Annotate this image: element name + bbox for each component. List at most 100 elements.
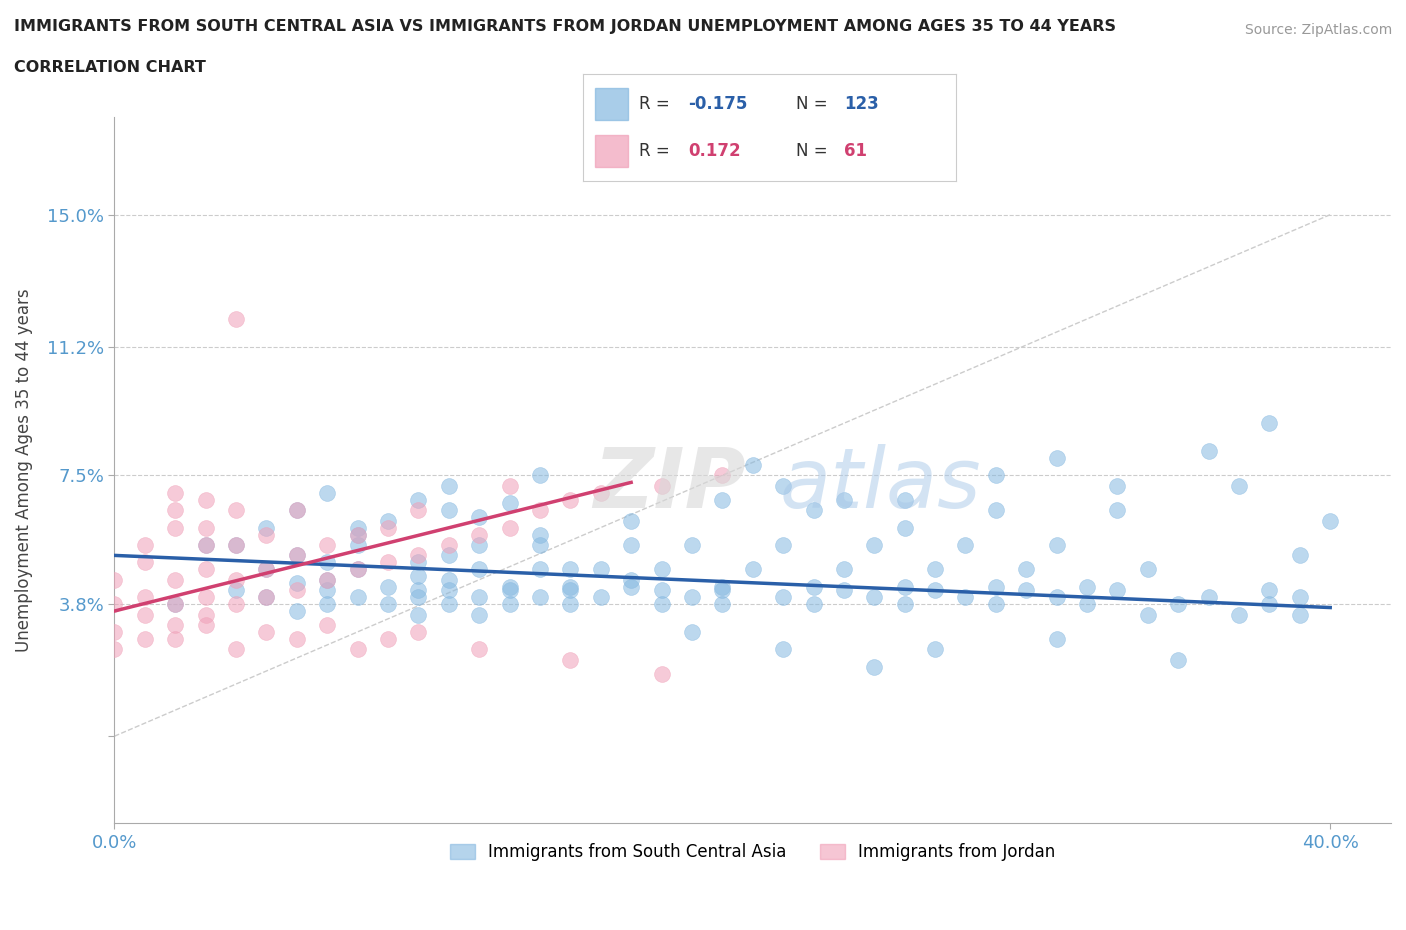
Point bbox=[346, 527, 368, 542]
Point bbox=[468, 590, 491, 604]
Point bbox=[285, 583, 308, 598]
Point bbox=[529, 562, 551, 577]
Point bbox=[1107, 583, 1129, 598]
Legend: Immigrants from South Central Asia, Immigrants from Jordan: Immigrants from South Central Asia, Immi… bbox=[443, 836, 1062, 868]
Point bbox=[1198, 590, 1220, 604]
Text: 0.172: 0.172 bbox=[688, 142, 741, 160]
Point bbox=[529, 590, 551, 604]
Point bbox=[741, 562, 763, 577]
Text: -0.175: -0.175 bbox=[688, 96, 747, 113]
Point bbox=[589, 590, 612, 604]
Point bbox=[803, 579, 825, 594]
Point bbox=[1136, 607, 1159, 622]
Point bbox=[651, 478, 673, 493]
Point bbox=[1319, 513, 1341, 528]
Point bbox=[893, 492, 915, 507]
Point bbox=[346, 590, 368, 604]
Point bbox=[863, 538, 886, 552]
Point bbox=[225, 572, 247, 587]
Point bbox=[316, 485, 339, 500]
Point bbox=[620, 538, 643, 552]
Point bbox=[316, 572, 339, 587]
Point bbox=[468, 642, 491, 657]
Point bbox=[285, 576, 308, 591]
Point bbox=[346, 642, 368, 657]
Point bbox=[165, 631, 187, 646]
Point bbox=[346, 520, 368, 535]
Point bbox=[1107, 478, 1129, 493]
Point bbox=[377, 597, 399, 612]
Point bbox=[408, 590, 430, 604]
Point bbox=[316, 538, 339, 552]
Point bbox=[498, 583, 520, 598]
Point bbox=[924, 562, 946, 577]
Point bbox=[711, 597, 734, 612]
Point bbox=[1046, 451, 1069, 466]
Point bbox=[893, 579, 915, 594]
Point bbox=[346, 562, 368, 577]
Point bbox=[1015, 583, 1038, 598]
Point bbox=[316, 583, 339, 598]
Point bbox=[408, 569, 430, 584]
Point bbox=[772, 538, 794, 552]
Point bbox=[1076, 579, 1098, 594]
Point bbox=[408, 624, 430, 639]
Point bbox=[225, 597, 247, 612]
Point bbox=[468, 607, 491, 622]
Point bbox=[437, 548, 460, 563]
Point bbox=[498, 478, 520, 493]
Point bbox=[285, 548, 308, 563]
Point bbox=[225, 312, 247, 326]
Point bbox=[560, 492, 582, 507]
Point bbox=[498, 496, 520, 511]
Point bbox=[529, 468, 551, 483]
Point bbox=[165, 520, 187, 535]
Text: IMMIGRANTS FROM SOUTH CENTRAL ASIA VS IMMIGRANTS FROM JORDAN UNEMPLOYMENT AMONG : IMMIGRANTS FROM SOUTH CENTRAL ASIA VS IM… bbox=[14, 19, 1116, 33]
Point bbox=[803, 503, 825, 518]
Text: Source: ZipAtlas.com: Source: ZipAtlas.com bbox=[1244, 23, 1392, 37]
Point bbox=[1288, 548, 1310, 563]
Point bbox=[498, 579, 520, 594]
Point bbox=[165, 618, 187, 632]
Text: 61: 61 bbox=[844, 142, 868, 160]
Point bbox=[134, 607, 156, 622]
Point bbox=[194, 562, 217, 577]
Point bbox=[1015, 562, 1038, 577]
Point bbox=[711, 579, 734, 594]
Text: CORRELATION CHART: CORRELATION CHART bbox=[14, 60, 205, 75]
Point bbox=[772, 478, 794, 493]
Point bbox=[620, 572, 643, 587]
Point bbox=[254, 562, 277, 577]
Point bbox=[437, 538, 460, 552]
Point bbox=[498, 520, 520, 535]
Point bbox=[437, 597, 460, 612]
Point bbox=[437, 572, 460, 587]
Point bbox=[346, 562, 368, 577]
Point bbox=[346, 527, 368, 542]
Point bbox=[832, 562, 855, 577]
Point bbox=[225, 538, 247, 552]
Point bbox=[437, 503, 460, 518]
Point bbox=[1167, 597, 1189, 612]
Point bbox=[1076, 597, 1098, 612]
Point bbox=[772, 590, 794, 604]
Point bbox=[165, 485, 187, 500]
Point bbox=[346, 538, 368, 552]
Point bbox=[1288, 607, 1310, 622]
Point bbox=[194, 618, 217, 632]
Point bbox=[984, 503, 1007, 518]
Point bbox=[1198, 444, 1220, 458]
Point bbox=[1167, 652, 1189, 667]
Point bbox=[103, 642, 125, 657]
Point bbox=[1227, 478, 1250, 493]
Point bbox=[254, 590, 277, 604]
Text: atlas: atlas bbox=[779, 444, 981, 525]
Point bbox=[254, 562, 277, 577]
Point bbox=[651, 666, 673, 681]
Point bbox=[560, 562, 582, 577]
Point bbox=[955, 590, 977, 604]
Point bbox=[560, 597, 582, 612]
Text: N =: N = bbox=[796, 96, 832, 113]
Point bbox=[408, 503, 430, 518]
Point bbox=[560, 583, 582, 598]
